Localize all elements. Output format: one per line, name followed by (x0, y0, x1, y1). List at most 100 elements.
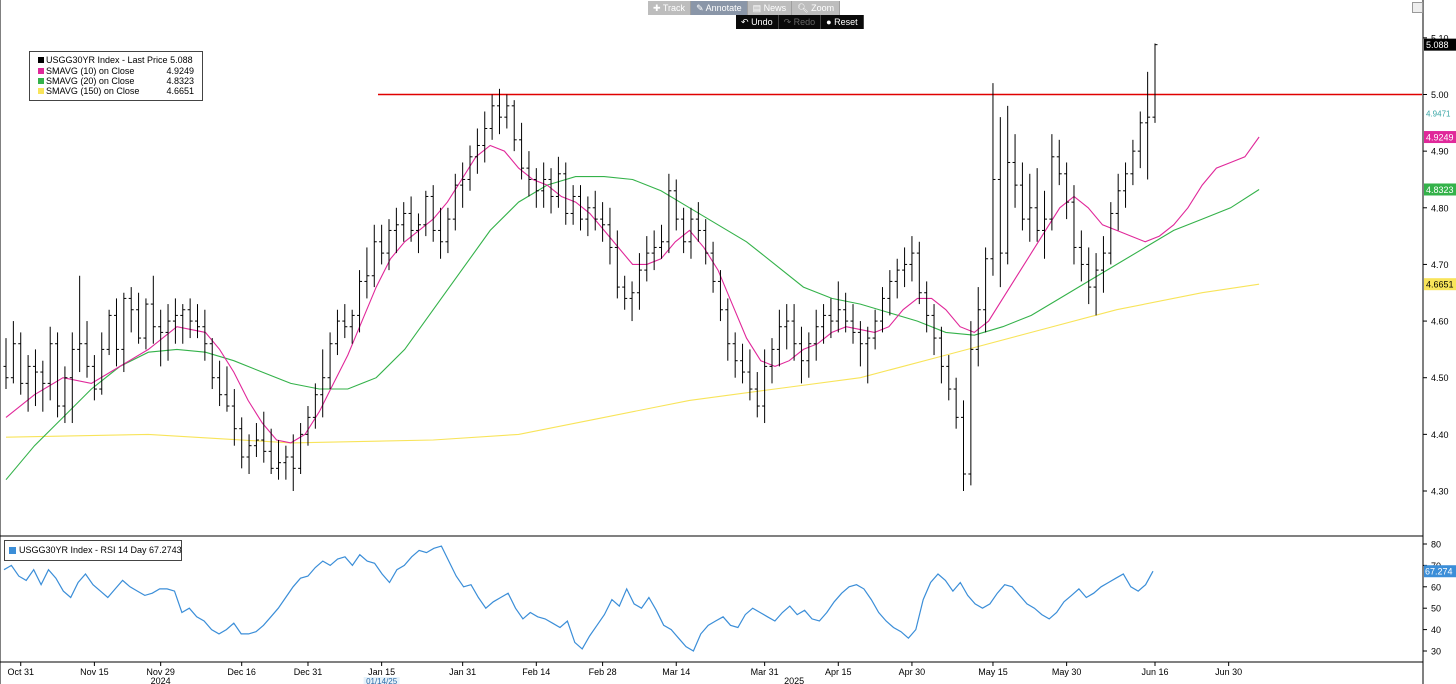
ohlc-bar (143, 298, 149, 350)
ohlc-bar (879, 287, 885, 333)
ohlc-bar (195, 304, 200, 339)
legend-label-price: USGG30YR Index - Last Price 5.088 (46, 55, 193, 65)
ohlc-bar (857, 321, 863, 367)
ohlc-bar (334, 309, 340, 356)
price-legend: USGG30YR Index - Last Price 5.088 SMAVG … (29, 51, 203, 101)
x-tick-label: Mar 31 (751, 667, 779, 677)
x-tick-label: Feb 28 (589, 667, 617, 677)
track-button[interactable]: ✚ Track (648, 1, 692, 15)
x-tick-label: Oct 31 (7, 667, 34, 677)
ohlc-bar (865, 326, 871, 384)
ohlc-bar (283, 445, 289, 480)
reset-button[interactable]: ● Reset (821, 15, 864, 29)
ohlc-bar (128, 287, 134, 333)
ohlc-bar (607, 207, 613, 265)
ohlc-bar (202, 309, 208, 361)
ohlc-bar (349, 309, 355, 344)
ohlc-bar (519, 122, 525, 180)
rsi-y-tick-label: 30 (1431, 647, 1441, 657)
ohlc-bar (379, 224, 385, 265)
ohlc-bar (909, 236, 915, 282)
price-badge-label: 4.8323 (1426, 185, 1454, 195)
ohlc-bar (1012, 134, 1018, 208)
x-tick-label: Apr 30 (899, 667, 926, 677)
ohlc-bar (1145, 71, 1151, 180)
legend-swatch-sma150 (38, 88, 44, 94)
edit-toolbar: ↶ Undo ↷ Redo ● Reset (736, 15, 864, 29)
news-button[interactable]: ▤ News (747, 1, 793, 15)
annotate-button[interactable]: ✎ Annotate (691, 1, 748, 15)
ohlc-bar (32, 349, 38, 407)
legend-label-rsi: USGG30YR Index - RSI 14 Day 67.2743 (19, 545, 182, 555)
legend-row-price: USGG30YR Index - Last Price 5.088 (38, 55, 198, 65)
legend-label-sma150: SMAVG (150) on Close (46, 86, 140, 96)
ohlc-bar (946, 355, 952, 401)
ohlc-bar (312, 383, 318, 429)
zoom-button[interactable]: 🔍︎ Zoom (792, 1, 841, 15)
ohlc-bar (150, 275, 156, 344)
ohlc-bar (754, 372, 760, 418)
ohlc-bar (187, 298, 193, 339)
legend-swatch-rsi (9, 547, 16, 554)
ohlc-bar (1042, 190, 1048, 259)
ohlc-bar (717, 270, 723, 322)
legend-swatch-price (38, 57, 44, 63)
ohlc-bar (47, 326, 53, 401)
ohlc-bar (821, 304, 827, 344)
ohlc-bar (961, 400, 966, 491)
x-tick-label: May 15 (978, 667, 1008, 677)
ohlc-bar (106, 309, 112, 356)
ohlc-bar (614, 230, 620, 299)
rsi-y-tick-label: 80 (1431, 540, 1441, 550)
ohlc-bar (69, 332, 75, 424)
price-badge-bg (1424, 131, 1456, 144)
ohlc-bar (401, 202, 407, 242)
redo-icon: ↷ (783, 17, 792, 27)
ohlc-bar (813, 309, 819, 361)
ohlc-bar (990, 83, 996, 276)
ohlc-bar (1152, 43, 1158, 123)
ohlc-bar (798, 326, 804, 384)
ohlc-bar (239, 417, 245, 469)
rsi-badge-bg (1424, 565, 1456, 578)
price-panel (3, 43, 1422, 491)
ohlc-bar (1137, 111, 1143, 169)
sma20-line (5, 176, 1260, 481)
price-badge-bg (1424, 38, 1456, 51)
ohlc-bar (231, 389, 237, 446)
ohlc-bar (931, 304, 937, 356)
ohlc-bar (467, 145, 473, 191)
ohlc-bar (1064, 162, 1070, 220)
x-tick-label: Jan 15 (368, 667, 395, 677)
x-tick-label: Jun 30 (1215, 667, 1242, 677)
undo-button[interactable]: ↶ Undo (736, 15, 779, 29)
panel-toggle-icon[interactable] (1412, 2, 1423, 13)
ohlc-bar (710, 241, 716, 293)
ohlc-bar (850, 304, 856, 344)
ohlc-bar (496, 88, 502, 135)
ohlc-bar (18, 332, 24, 395)
price-y-tick-label: 4.50 (1431, 373, 1449, 383)
price-y-tick-label: 5.10 (1431, 33, 1449, 43)
ohlc-bar (695, 202, 701, 242)
ohlc-bar (762, 349, 768, 424)
price-y-tick-label: 4.60 (1431, 317, 1449, 327)
ohlc-bar (1019, 162, 1025, 231)
ohlc-bar (916, 241, 922, 305)
ohlc-bar (386, 219, 392, 271)
ohlc-bar (622, 275, 628, 310)
ohlc-bar (769, 338, 775, 384)
ohlc-bar (835, 281, 841, 333)
x-year-label: 2024 (151, 676, 171, 684)
redo-button[interactable]: ↷ Redo (778, 15, 822, 29)
reset-label: Reset (834, 17, 858, 27)
ohlc-bar (158, 309, 164, 367)
ohlc-bar (165, 304, 171, 361)
ohlc-bar (253, 423, 259, 458)
ohlc-bar (1005, 105, 1011, 265)
price-y-tick-label: 4.80 (1431, 203, 1449, 213)
sma150-line (5, 283, 1260, 444)
ohlc-bar (776, 309, 782, 367)
ohlc-bar (570, 185, 576, 225)
price-badge-bg (1424, 278, 1456, 291)
